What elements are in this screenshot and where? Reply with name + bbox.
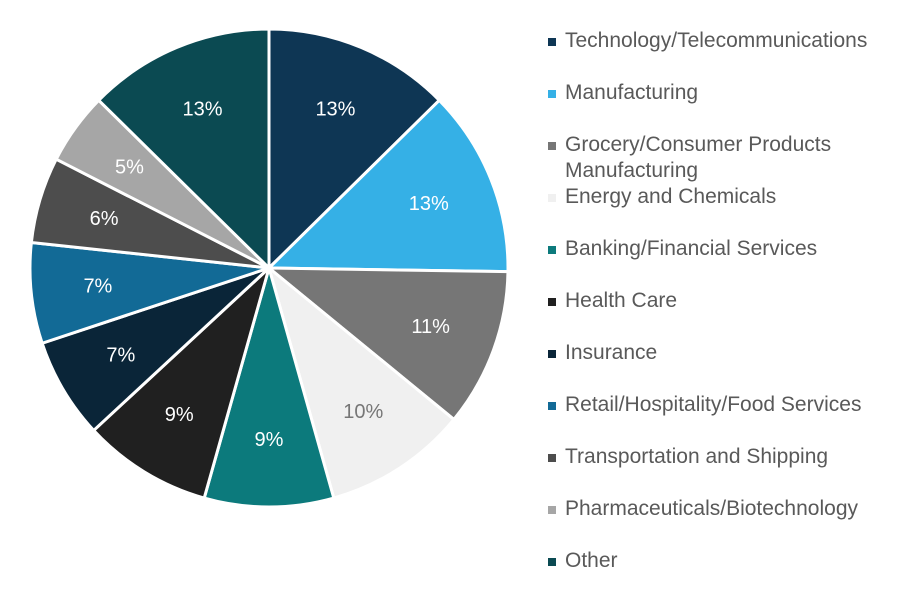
legend-label: Transportation and Shipping: [565, 445, 829, 468]
legend-swatch: [548, 350, 556, 358]
pie-chart: 13% 13% 11% 10% 9% 9% 7% 7% 6% 5% 13%: [28, 27, 510, 509]
slice-label: 5%: [115, 156, 144, 178]
legend-swatch: [548, 90, 556, 98]
legend-item: Manufacturing: [548, 80, 916, 106]
pie-slice: [97, 27, 271, 270]
legend-label: Grocery/Consumer Products Manufacturing: [565, 133, 832, 182]
legend-item: Transportation and Shipping: [548, 444, 916, 470]
legend-swatch: [548, 194, 556, 202]
legend-swatch: [548, 454, 556, 462]
pie-slice: [92, 266, 271, 500]
legend-item: Energy and Chemicals: [548, 184, 916, 210]
legend-item: Grocery/Consumer Products Manufacturing: [548, 132, 916, 184]
legend-item: Insurance: [548, 340, 916, 366]
slice-label: 11%: [411, 316, 450, 338]
legend-label: Energy and Chemicals: [565, 185, 777, 208]
legend: Technology/Telecommunications Manufactur…: [548, 28, 916, 600]
pie-slice: [267, 266, 510, 421]
legend-swatch: [548, 142, 556, 150]
legend-label: Banking/Financial Services: [565, 237, 818, 260]
legend-label: Manufacturing: [565, 81, 699, 104]
legend-label: Technology/Telecommunications: [565, 29, 868, 52]
legend-swatch: [548, 558, 556, 566]
legend-label: Insurance: [565, 341, 658, 364]
pie-slice: [202, 266, 336, 509]
legend-item: Banking/Financial Services: [548, 236, 916, 262]
legend-label: Retail/Hospitality/Food Services: [565, 393, 862, 416]
legend-item: Retail/Hospitality/Food Services: [548, 392, 916, 418]
slice-label: 7%: [106, 345, 135, 367]
legend-label: Health Care: [565, 289, 678, 312]
legend-swatch: [548, 246, 556, 254]
slice-label: 10%: [343, 401, 383, 423]
pie-slice: [267, 98, 510, 274]
slice-label: 9%: [165, 404, 194, 426]
pie-slice: [267, 266, 456, 500]
legend-label: Pharmaceuticals/Biotechnology: [565, 497, 858, 520]
slice-label: 9%: [255, 429, 284, 451]
legend-item: Other: [548, 548, 916, 574]
legend-swatch: [548, 38, 556, 46]
legend-item: Pharmaceuticals/Biotechnology: [548, 496, 916, 522]
slice-label: 7%: [83, 275, 112, 297]
legend-item: Technology/Telecommunications: [548, 28, 916, 54]
slice-label: 13%: [183, 98, 223, 120]
slice-label: 13%: [409, 193, 449, 215]
slice-label: 13%: [315, 98, 355, 120]
legend-item: Health Care: [548, 288, 916, 314]
pie-slice: [267, 27, 441, 270]
slice-label: 6%: [90, 208, 119, 230]
legend-swatch: [548, 506, 556, 514]
legend-swatch: [548, 298, 556, 306]
legend-swatch: [548, 402, 556, 410]
legend-label: Other: [565, 549, 618, 572]
